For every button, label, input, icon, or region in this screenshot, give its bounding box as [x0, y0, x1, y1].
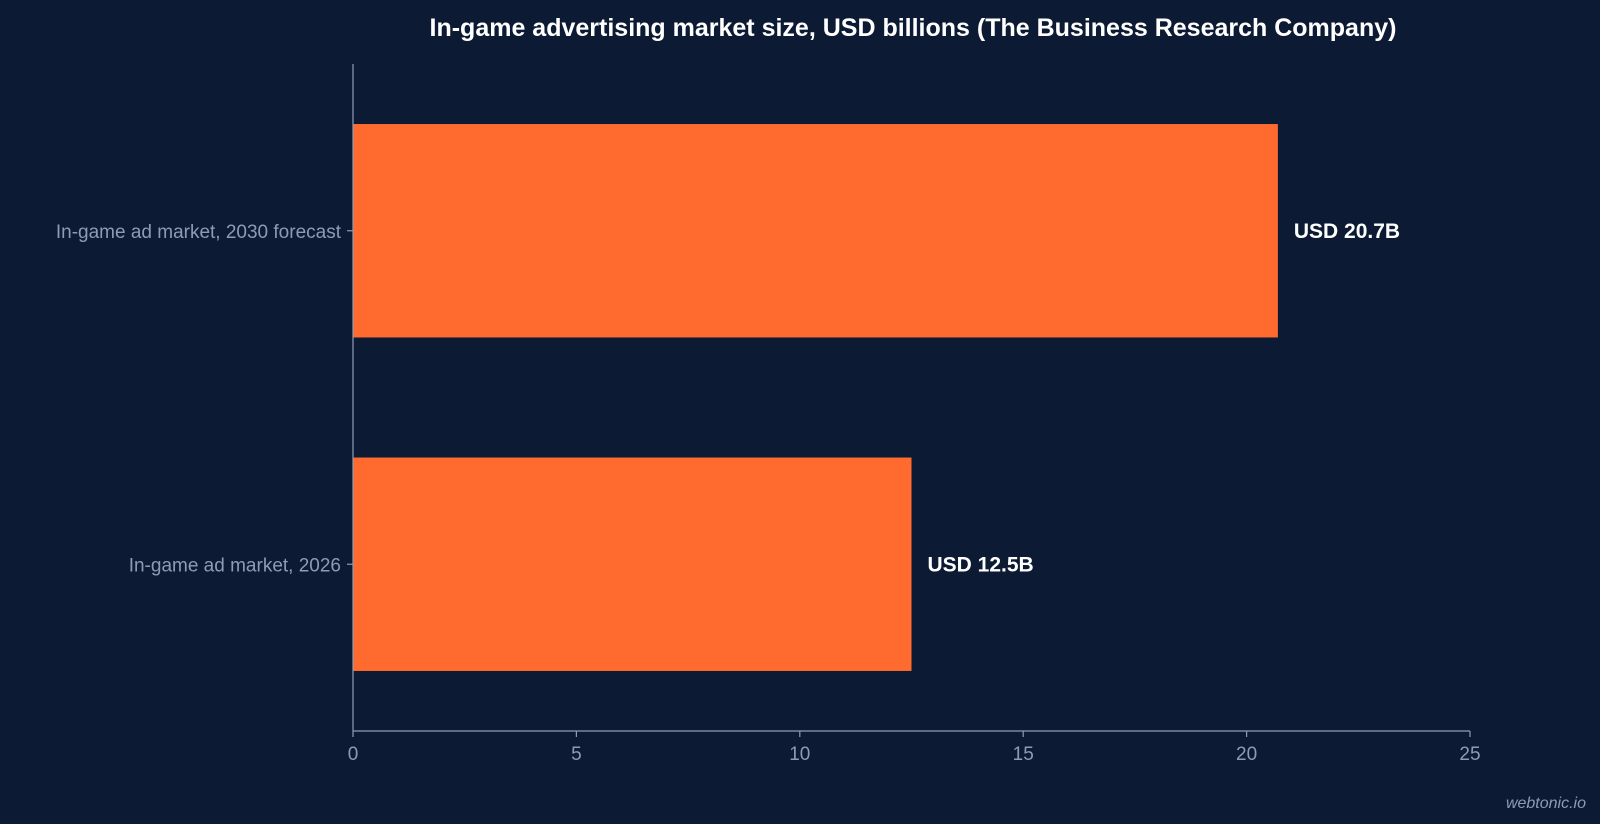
x-tick-label-3: 15 [1013, 744, 1034, 765]
x-tick-label-2: 10 [789, 744, 810, 765]
chart-title: In-game advertising market size, USD bil… [430, 14, 1397, 42]
bars-layer: USD 20.7B USD 12.5B [353, 124, 1400, 671]
category-label-0: In-game ad market, 2030 forecast [56, 222, 342, 243]
data-label-0: USD 20.7B [1294, 220, 1400, 243]
x-tick-label-5: 25 [1459, 744, 1480, 765]
data-label-1: USD 12.5B [928, 553, 1034, 576]
x-tick-label-0: 0 [348, 744, 359, 765]
category-label-1: In-game ad market, 2026 [129, 555, 341, 576]
watermark: webtonic.io [1506, 795, 1586, 812]
x-tick-label-4: 20 [1236, 744, 1257, 765]
bar-1 [353, 457, 912, 671]
bar-0 [353, 124, 1278, 338]
axes-layer: In-game ad market, 2030 forecast In-game … [56, 64, 1481, 765]
x-tick-label-1: 5 [571, 744, 582, 765]
